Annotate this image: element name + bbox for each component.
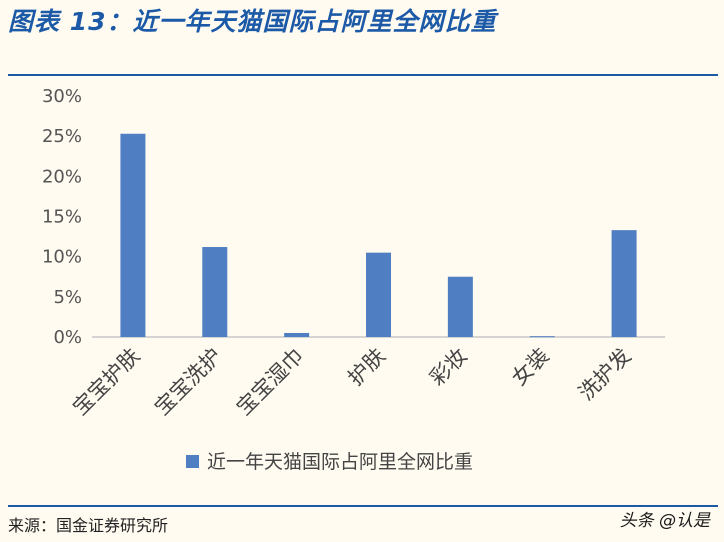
watermark: 头条 @认是 xyxy=(619,511,710,531)
legend: 近一年天猫国际占阿里全网比重 xyxy=(186,451,473,473)
category-label: 宝宝护肤 xyxy=(68,344,144,420)
y-axis-ticks: 0% 5% 10% 15% 20% 25% 30% xyxy=(42,86,82,348)
y-tick-label: 15% xyxy=(42,207,82,228)
category-labels: 宝宝护肤 宝宝洗护 宝宝湿巾 护肤 彩妆 女装 洗护发 xyxy=(68,344,636,420)
y-tick-label: 30% xyxy=(42,86,82,107)
legend-label: 近一年天猫国际占阿里全网比重 xyxy=(207,451,473,473)
figure-title: 图表 13：近一年天猫国际占阿里全网比重 xyxy=(8,7,497,36)
bottom-rule xyxy=(8,505,718,507)
bar xyxy=(529,336,555,338)
bars xyxy=(120,133,637,338)
y-tick-label: 5% xyxy=(53,287,82,308)
legend-swatch xyxy=(186,455,199,468)
bar xyxy=(120,133,146,337)
y-tick-label: 20% xyxy=(42,166,82,187)
category-label: 洗护发 xyxy=(574,344,636,406)
category-label: 护肤 xyxy=(343,344,390,391)
bar xyxy=(202,247,228,337)
category-label: 宝宝湿巾 xyxy=(232,344,308,420)
category-label: 宝宝洗护 xyxy=(150,344,226,420)
category-label: 女装 xyxy=(507,344,554,391)
bar-chart: 0% 5% 10% 15% 20% 25% 30% 宝宝护肤 宝宝洗护 宝宝湿巾 护肤 彩妆 女装 洗护… xyxy=(42,86,665,473)
y-tick-label: 10% xyxy=(42,247,82,268)
category-label: 彩妆 xyxy=(425,344,472,391)
y-tick-label: 0% xyxy=(53,327,82,348)
source-note: 来源：国金证券研究所 xyxy=(8,516,169,535)
bar xyxy=(447,276,473,337)
bar xyxy=(366,252,391,337)
bar xyxy=(284,332,310,337)
top-rule xyxy=(8,74,718,76)
bar xyxy=(611,230,637,337)
y-tick-label: 25% xyxy=(42,126,82,147)
